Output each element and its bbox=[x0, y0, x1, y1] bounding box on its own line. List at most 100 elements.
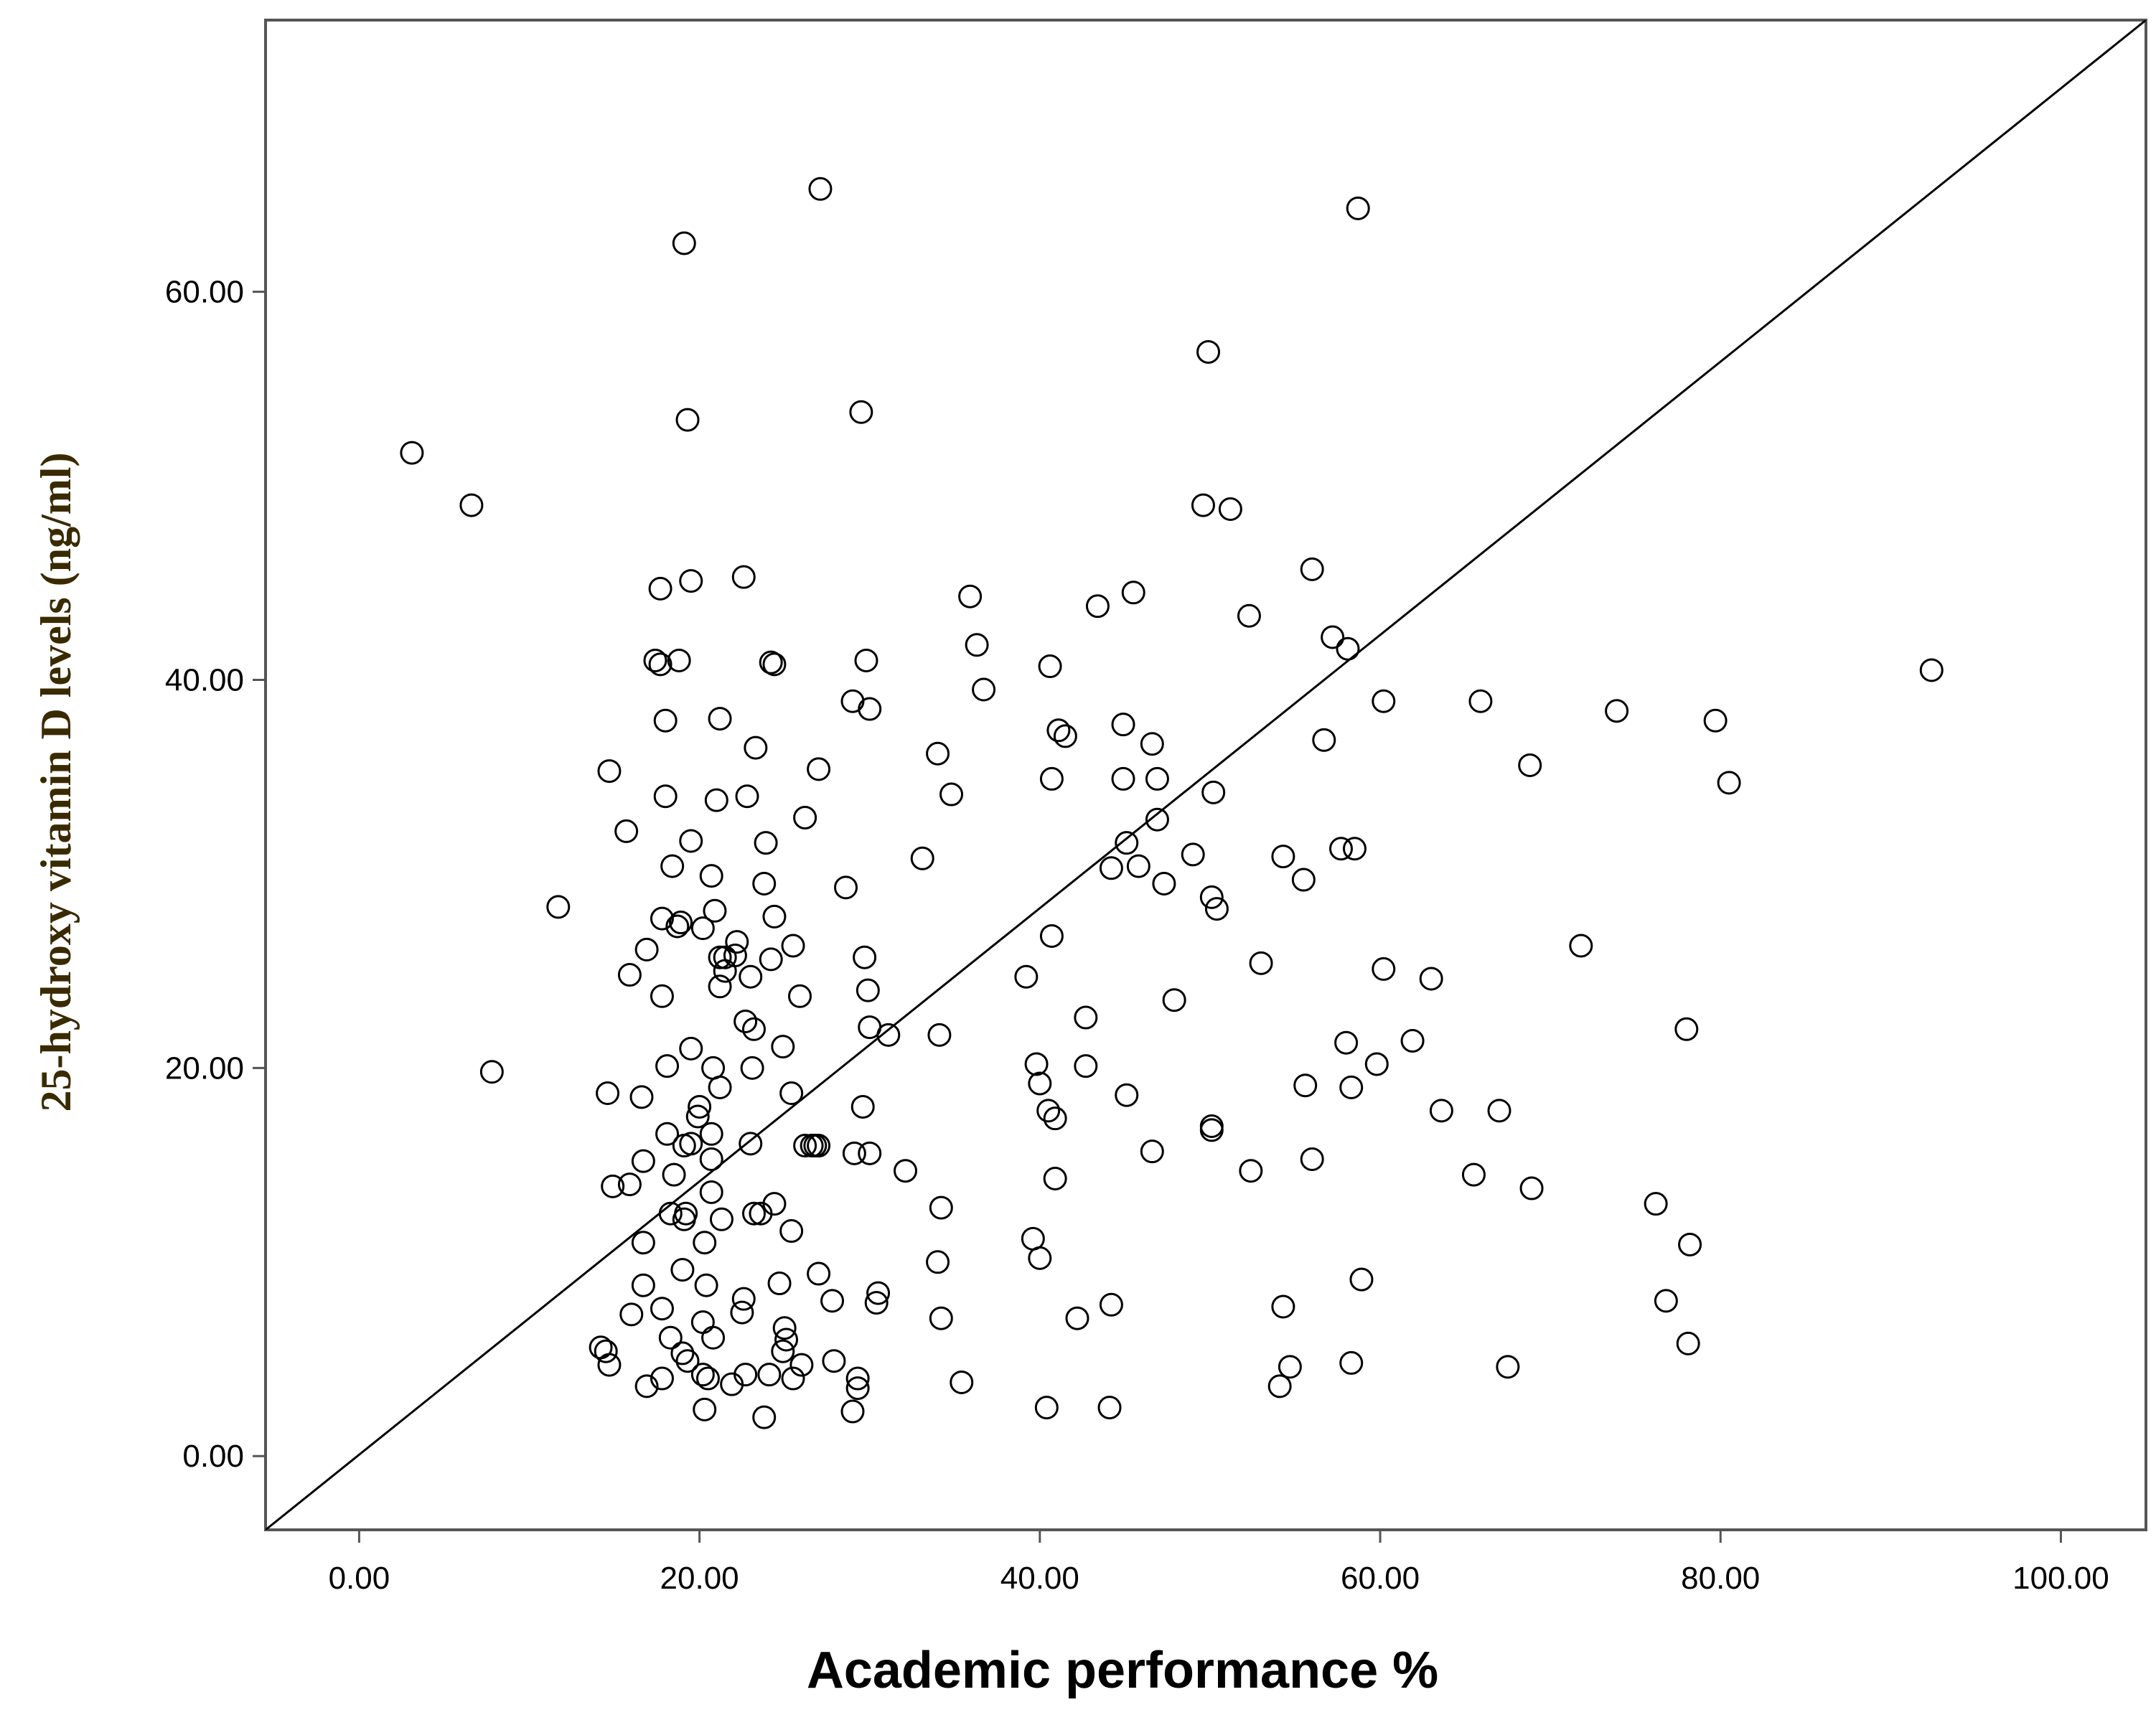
scatter-point bbox=[789, 1353, 814, 1377]
scatter-point bbox=[793, 805, 817, 829]
scatter-point bbox=[939, 782, 964, 807]
scatter-point bbox=[1349, 1267, 1374, 1292]
scatter-point bbox=[1145, 807, 1169, 832]
scatter-point bbox=[679, 1036, 703, 1061]
scatter-point bbox=[820, 1289, 845, 1313]
scatter-point bbox=[617, 963, 642, 987]
scatter-point bbox=[1644, 1192, 1668, 1216]
scatter-point bbox=[693, 1231, 717, 1255]
scatter-point bbox=[546, 895, 571, 919]
scatter-point bbox=[926, 1250, 950, 1274]
scatter-point bbox=[670, 1341, 695, 1366]
scatter-point bbox=[1334, 1030, 1359, 1055]
scatter-point bbox=[1038, 654, 1062, 679]
scatter-point bbox=[1043, 1106, 1067, 1131]
scatter-point bbox=[1191, 493, 1215, 517]
scatter-point bbox=[1204, 897, 1229, 921]
scatter-point bbox=[634, 1374, 659, 1399]
scatter-point bbox=[658, 1325, 683, 1350]
y-axis-title: 25-hydroxy vitamin D levels (ng/ml) bbox=[32, 453, 80, 1112]
scatter-point bbox=[699, 1180, 723, 1204]
scatter-point bbox=[459, 493, 484, 517]
y-tick-label: 0.00 bbox=[182, 1439, 244, 1474]
scatter-point bbox=[653, 708, 678, 733]
scatter-point bbox=[634, 937, 659, 962]
scatter-point bbox=[793, 1134, 817, 1158]
scatter-point bbox=[619, 1302, 644, 1327]
scatter-point bbox=[720, 1372, 744, 1396]
scatter-point bbox=[1487, 1099, 1511, 1123]
scatter-point bbox=[701, 1325, 726, 1350]
scatter-point bbox=[926, 741, 950, 766]
scatter-point bbox=[675, 1349, 700, 1373]
y-tick-label: 20.00 bbox=[165, 1050, 244, 1086]
scatter-point bbox=[730, 1300, 754, 1325]
scatter-point bbox=[759, 947, 783, 972]
scatter-point bbox=[1372, 689, 1396, 713]
scatter-point bbox=[807, 757, 831, 781]
scatter-point bbox=[655, 1122, 680, 1146]
scatter-point bbox=[741, 1201, 766, 1226]
scatter-point bbox=[650, 1297, 674, 1321]
scatter-point bbox=[699, 864, 723, 888]
x-tick-label: 40.00 bbox=[1000, 1561, 1079, 1596]
scatter-point bbox=[688, 1094, 712, 1119]
scatter-point bbox=[731, 1287, 756, 1311]
scatter-point bbox=[1291, 868, 1316, 892]
scatter-point bbox=[772, 1316, 797, 1340]
scatter-point bbox=[650, 1366, 674, 1391]
scatter-point bbox=[1271, 845, 1295, 869]
scatter-point bbox=[741, 1017, 766, 1041]
scatter-point bbox=[752, 871, 777, 896]
scatter-point bbox=[894, 1159, 918, 1183]
scatter-point bbox=[1024, 1052, 1049, 1076]
scatter-point bbox=[690, 1363, 715, 1387]
scatter-point bbox=[1099, 1292, 1123, 1317]
scatter-point bbox=[965, 633, 989, 657]
scatter-point bbox=[1099, 856, 1123, 880]
scatter-point bbox=[1111, 713, 1135, 737]
scatter-point bbox=[771, 1339, 795, 1363]
scatter-point bbox=[725, 930, 749, 954]
scatter-point bbox=[631, 1231, 655, 1255]
scatter-point bbox=[667, 648, 691, 672]
scatter-point bbox=[1339, 1350, 1364, 1375]
scatter-point bbox=[1271, 1294, 1295, 1319]
scatter-point bbox=[695, 1366, 720, 1391]
scatter-point bbox=[1162, 988, 1186, 1012]
scatter-point bbox=[597, 759, 622, 784]
scatter-point bbox=[858, 1141, 882, 1165]
scatter-point bbox=[774, 1327, 799, 1352]
scatter-point bbox=[1400, 1028, 1425, 1053]
scatter-point bbox=[1676, 1331, 1700, 1355]
scatter-point bbox=[631, 1149, 655, 1173]
scatter-point bbox=[1196, 339, 1221, 364]
scatter-point bbox=[1654, 1289, 1678, 1313]
scatter-point bbox=[479, 1060, 504, 1084]
scatter-point bbox=[1039, 923, 1064, 948]
scatter-point bbox=[1919, 658, 1944, 682]
scatter-point bbox=[653, 784, 678, 809]
scatter-point bbox=[929, 1195, 953, 1220]
scatter-point bbox=[1328, 837, 1353, 861]
scatter-point bbox=[708, 945, 732, 969]
x-tick-label: 20.00 bbox=[660, 1561, 739, 1596]
scatter-point bbox=[754, 831, 778, 855]
scatter-point bbox=[1519, 1176, 1544, 1200]
scatter-point bbox=[594, 1339, 618, 1363]
scatter-point bbox=[1115, 831, 1139, 855]
scatter-point bbox=[1043, 1167, 1067, 1191]
scatter-point bbox=[708, 974, 732, 999]
scatter-point bbox=[1364, 1052, 1389, 1076]
scatter-point bbox=[744, 735, 768, 760]
scatter-point bbox=[1518, 753, 1542, 777]
y-axis: 0.00 20.00 40.00 60.00 bbox=[165, 275, 266, 1474]
scatter-point bbox=[665, 914, 690, 939]
x-axis-title: Academic performance % bbox=[807, 1642, 1438, 1699]
scatter-point bbox=[694, 1273, 718, 1297]
scatter-point bbox=[854, 648, 878, 672]
scatter-point bbox=[1342, 837, 1367, 861]
reference-line bbox=[266, 20, 2146, 1530]
scatter-point bbox=[693, 1397, 717, 1421]
